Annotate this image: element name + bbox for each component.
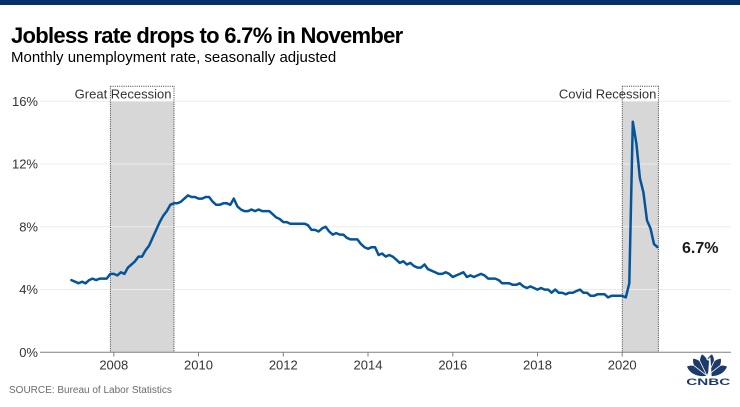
svg-text:Covid Recession: Covid Recession	[559, 87, 657, 102]
svg-text:2016: 2016	[438, 357, 467, 372]
svg-text:6.7%: 6.7%	[682, 240, 718, 257]
svg-text:4%: 4%	[19, 282, 38, 297]
svg-text:Great Recession: Great Recession	[75, 87, 172, 102]
svg-text:12%: 12%	[12, 157, 38, 172]
svg-text:2018: 2018	[523, 357, 552, 372]
svg-text:2010: 2010	[184, 357, 213, 372]
svg-text:8%: 8%	[19, 220, 38, 235]
svg-text:2012: 2012	[269, 357, 298, 372]
svg-text:2014: 2014	[354, 357, 383, 372]
svg-text:2020: 2020	[608, 357, 637, 372]
svg-text:2008: 2008	[99, 357, 128, 372]
svg-text:0%: 0%	[19, 345, 38, 360]
svg-text:CNBC: CNBC	[686, 377, 730, 388]
svg-text:16%: 16%	[12, 94, 38, 109]
